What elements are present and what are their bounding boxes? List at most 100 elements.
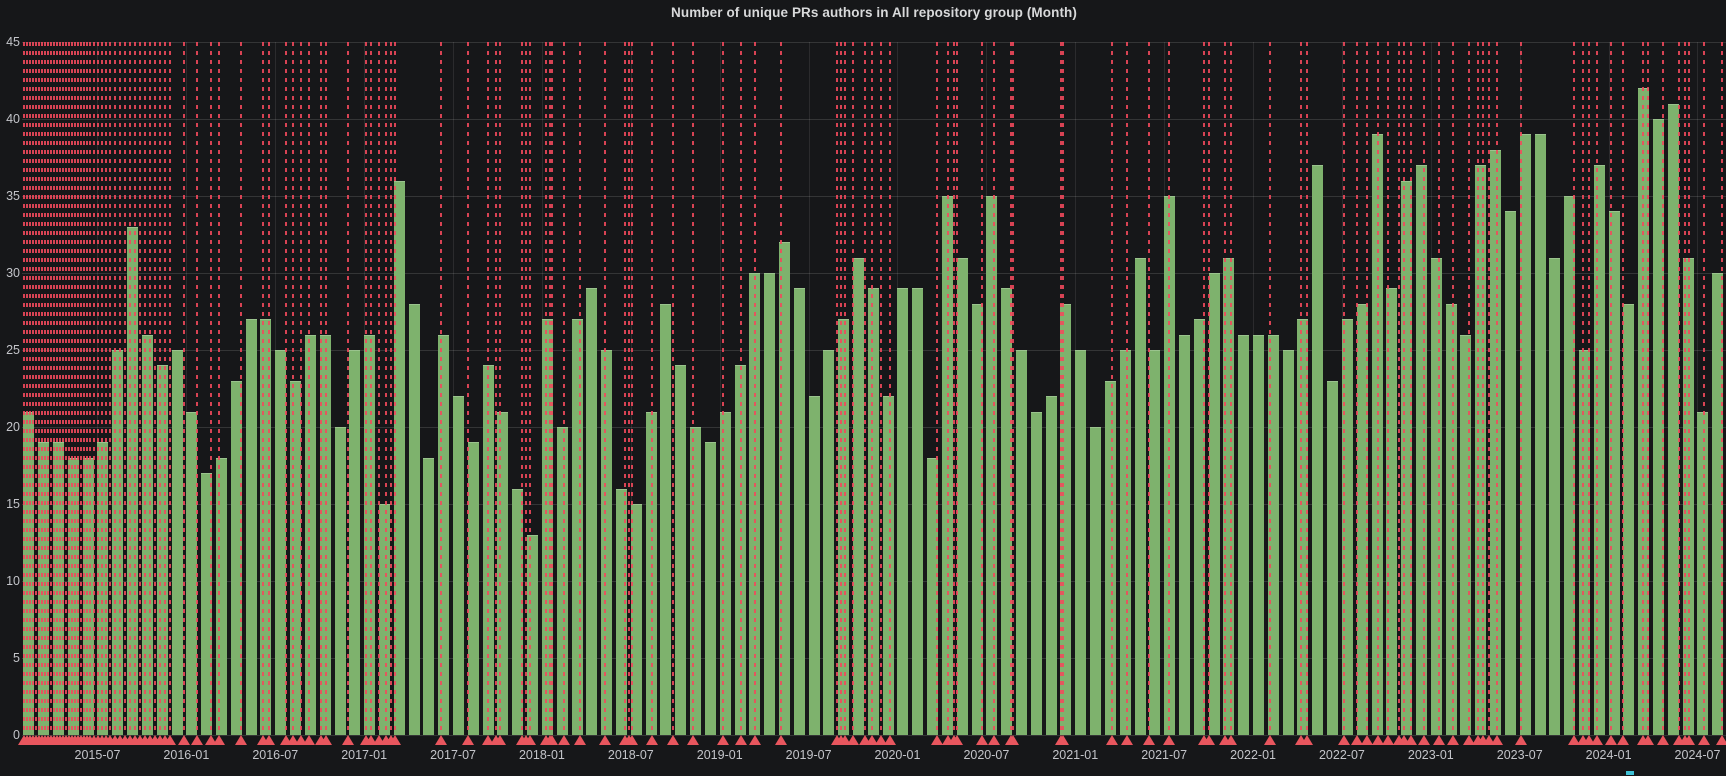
annotation-marker[interactable] [1657,735,1669,745]
bar[interactable] [1341,319,1353,735]
bar[interactable] [616,488,627,735]
bar[interactable] [1430,257,1442,735]
annotation-marker[interactable] [205,735,217,745]
bar[interactable] [364,334,376,735]
annotation-marker[interactable] [1372,735,1384,745]
bar[interactable] [1653,119,1665,735]
bar[interactable] [1534,134,1546,735]
bar[interactable] [1030,411,1042,735]
bar[interactable] [1060,303,1072,735]
bar[interactable] [275,350,287,735]
bar[interactable] [1667,103,1679,735]
annotation-marker[interactable] [1642,735,1654,745]
bar[interactable] [1282,350,1294,735]
annotation-marker[interactable] [866,735,878,745]
bar[interactable] [1134,257,1146,735]
bar[interactable] [867,288,879,735]
annotation-marker[interactable] [295,735,307,745]
annotation-marker[interactable] [1382,735,1394,745]
bar[interactable] [971,303,983,735]
annotation-marker[interactable] [235,735,247,745]
annotation-marker[interactable] [1591,735,1603,745]
annotation-marker[interactable] [988,735,1000,745]
annotation-marker[interactable] [164,735,176,745]
annotation-marker[interactable] [1617,735,1629,745]
bar[interactable] [556,427,568,735]
bar[interactable] [897,288,909,735]
annotation-marker[interactable] [287,735,299,745]
annotation-marker[interactable] [1338,735,1350,745]
annotation-marker[interactable] [1203,735,1215,745]
annotation-marker[interactable] [303,735,315,745]
bar[interactable] [1593,165,1605,735]
bar[interactable] [601,350,613,735]
annotation-marker[interactable] [1698,735,1710,745]
annotation-marker[interactable] [667,735,679,745]
bar[interactable] [853,257,865,735]
bar[interactable] [1253,334,1265,735]
bar[interactable] [1564,196,1576,735]
annotation-marker[interactable] [1361,735,1373,745]
annotation-marker[interactable] [717,735,729,745]
bar[interactable] [215,457,227,735]
bar[interactable] [1416,165,1427,735]
annotation-marker[interactable] [546,735,558,745]
bar[interactable] [1238,334,1250,735]
annotation-marker[interactable] [1163,735,1175,745]
bar[interactable] [823,350,835,735]
bar[interactable] [1490,149,1502,735]
bar[interactable] [882,396,894,735]
bar[interactable] [82,457,94,735]
annotation-marker[interactable] [1007,735,1019,745]
bar[interactable] [719,411,731,735]
bar[interactable] [1608,211,1620,735]
annotation-marker[interactable] [1405,735,1417,745]
annotation-marker[interactable] [1106,735,1118,745]
bar[interactable] [1119,350,1131,735]
bar[interactable] [586,288,598,735]
bar[interactable] [1697,411,1709,735]
bar[interactable] [112,350,124,735]
bar[interactable] [171,350,183,735]
bar[interactable] [1208,273,1220,735]
annotation-marker[interactable] [482,735,494,745]
annotation-marker[interactable] [646,735,658,745]
bar[interactable] [1178,334,1190,735]
annotation-marker[interactable] [735,735,747,745]
bar[interactable] [467,442,479,735]
annotation-marker[interactable] [1683,735,1695,745]
bar[interactable] [1578,350,1590,735]
annotation-marker[interactable] [859,735,871,745]
annotation-marker[interactable] [494,735,506,745]
bar[interactable] [1297,319,1309,735]
bar[interactable] [304,334,316,735]
bar[interactable] [497,411,509,735]
annotation-marker[interactable] [847,735,859,745]
bar[interactable] [660,303,672,735]
bar[interactable] [334,427,346,735]
bar[interactable] [956,257,968,735]
annotation-marker[interactable] [1225,735,1237,745]
bar[interactable] [67,457,79,735]
annotation-marker[interactable] [884,735,896,745]
annotation-marker[interactable] [1301,735,1313,745]
annotation-marker[interactable] [389,735,401,745]
annotation-marker[interactable] [320,735,332,745]
bar[interactable] [764,273,776,735]
annotation-marker[interactable] [462,735,474,745]
bar[interactable] [1090,427,1102,735]
annotation-marker[interactable] [191,735,203,745]
bar[interactable] [1016,350,1027,735]
annotation-marker[interactable] [213,735,225,745]
annotation-marker[interactable] [839,735,851,745]
bar[interactable] [927,457,939,735]
annotation-marker[interactable] [626,735,638,745]
bar[interactable] [512,488,524,735]
bar[interactable] [408,303,420,735]
bar[interactable] [453,396,465,735]
bar[interactable] [38,442,50,735]
bar[interactable] [438,334,450,735]
bar[interactable] [1075,350,1087,735]
bar[interactable] [778,242,790,735]
bar[interactable] [1519,134,1531,735]
